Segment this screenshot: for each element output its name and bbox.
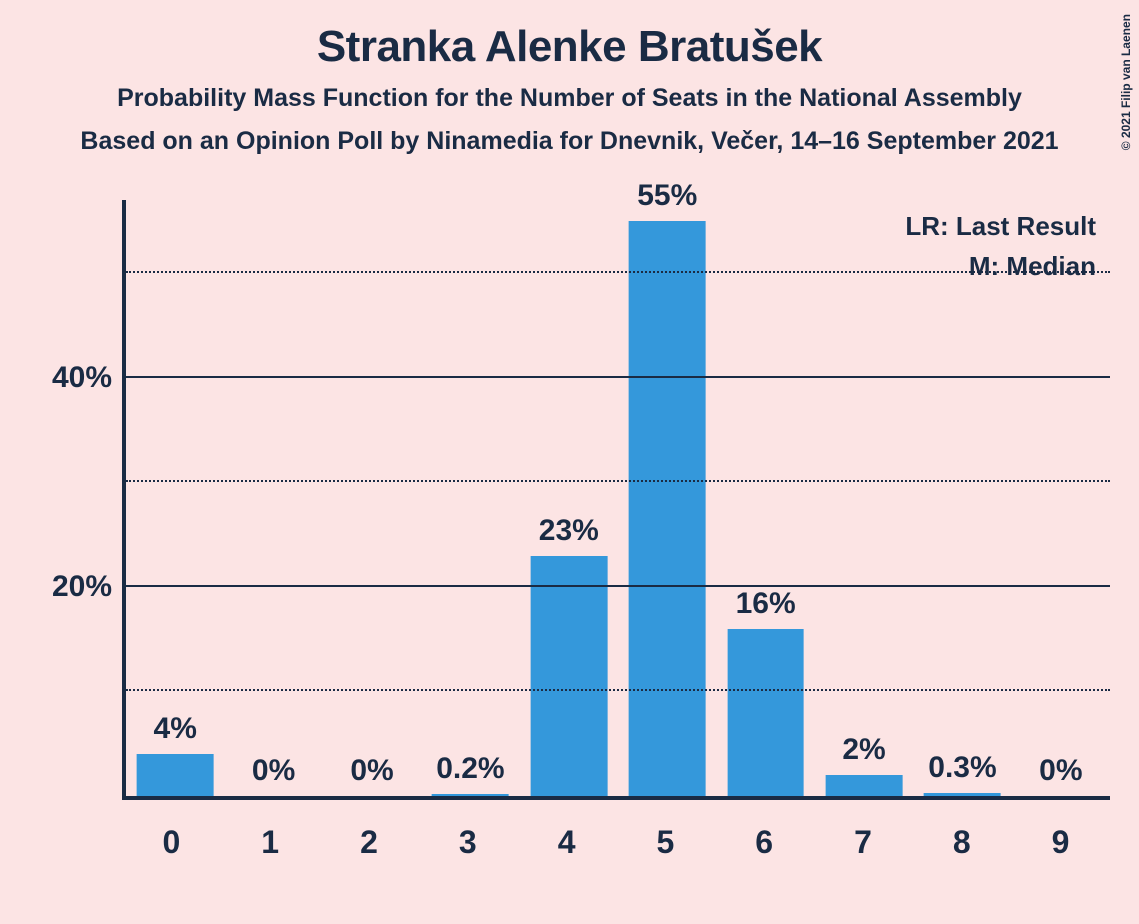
copyright: © 2021 Filip van Laenen: [1119, 14, 1133, 150]
bar: [629, 221, 706, 796]
bar-slot: 4%: [126, 200, 224, 796]
x-tick-label: 3: [418, 810, 517, 870]
bar-slot: 0.2%: [421, 200, 519, 796]
bar-slot: 23%: [520, 200, 618, 796]
bar-slot: 55%MLR: [618, 200, 716, 796]
bar-value-label: 0.3%: [928, 751, 996, 785]
bar-value-label: 0%: [350, 754, 393, 788]
bar-slot: 2%: [815, 200, 913, 796]
chart-subtitle-1: Probability Mass Function for the Number…: [0, 84, 1139, 113]
chart: LR: Last Result M: Median 4%0%0%0.2%23%5…: [50, 200, 1110, 870]
bar-value-label: 2%: [842, 733, 885, 767]
bar-slot: 16%: [716, 200, 814, 796]
bar: [826, 775, 903, 796]
bar-slot: 0%: [1012, 200, 1110, 796]
x-tick-label: 6: [715, 810, 814, 870]
gridline: [126, 271, 1110, 273]
bar-value-label: 55%: [637, 179, 697, 213]
gridline: [126, 480, 1110, 482]
x-tick-label: 1: [221, 810, 320, 870]
bar: [432, 794, 509, 796]
bars-container: 4% 0% 0% 0.2% 23% 55%MLR 16% 2% 0.3% 0%: [126, 200, 1110, 796]
chart-subtitle-2: Based on an Opinion Poll by Ninamedia fo…: [0, 127, 1139, 156]
bar: [137, 754, 214, 796]
bar-slot: 0%: [323, 200, 421, 796]
x-tick-label: 7: [814, 810, 913, 870]
bar-slot: 0%: [224, 200, 322, 796]
bar-value-label: 16%: [736, 587, 796, 621]
gridline: [126, 689, 1110, 691]
bar-value-label: 0%: [252, 754, 295, 788]
title-block: Stranka Alenke Bratušek Probability Mass…: [0, 0, 1139, 156]
bar: [924, 793, 1001, 796]
x-tick-label: 4: [517, 810, 616, 870]
x-axis-labels: 0123456789: [122, 810, 1110, 870]
bar: [530, 556, 607, 796]
x-tick-label: 5: [616, 810, 715, 870]
chart-title: Stranka Alenke Bratušek: [0, 22, 1139, 72]
x-tick-label: 0: [122, 810, 221, 870]
plot-area: LR: Last Result M: Median 4%0%0%0.2%23%5…: [122, 200, 1110, 800]
x-tick-label: 8: [912, 810, 1011, 870]
x-tick-label: 9: [1011, 810, 1110, 870]
bar-value-label: 0.2%: [436, 752, 504, 786]
y-tick-label: 20%: [52, 570, 112, 604]
bar-value-label: 23%: [539, 514, 599, 548]
bar-slot: 0.3%: [913, 200, 1011, 796]
bar-value-label: 0%: [1039, 754, 1082, 788]
x-tick-label: 2: [320, 810, 419, 870]
gridline: 20%: [126, 585, 1110, 587]
y-tick-label: 40%: [52, 361, 112, 395]
bar-value-label: 4%: [154, 712, 197, 746]
gridline: 40%: [126, 376, 1110, 378]
bar: [727, 629, 804, 796]
